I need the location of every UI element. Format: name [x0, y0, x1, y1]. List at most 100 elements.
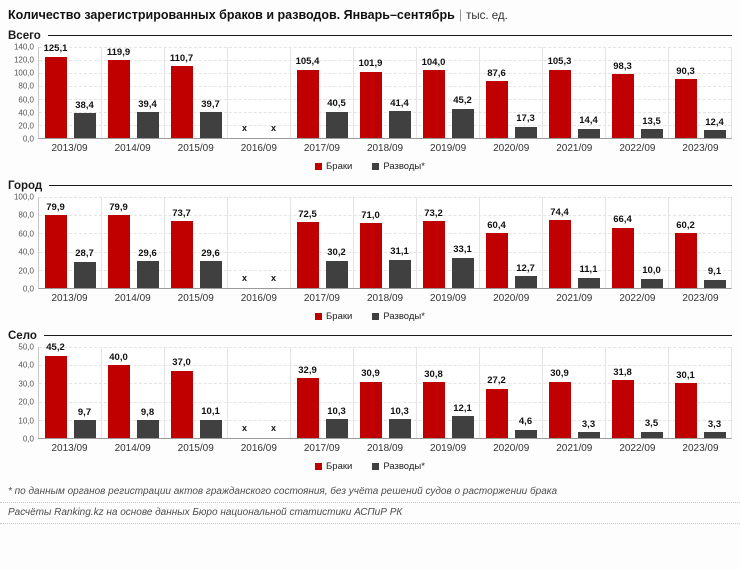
bar-value-label: 30,2 [327, 247, 346, 259]
gridline [39, 401, 731, 403]
y-tick-label: 100,0 [13, 192, 34, 202]
bar-value-label: 10,3 [390, 405, 409, 417]
legend-label-divorces: Разводы* [383, 161, 425, 172]
bar-value-label: 14,4 [579, 115, 598, 127]
source-text: Расчёты Ranking.kz на основе данных Бюро… [0, 503, 740, 524]
plot-area: 79,9 28,7 79,9 29,6 73,7 29,6 x x 72,5 30,2 71,0 31… [38, 197, 732, 289]
x-tick-label: 2020/09 [493, 293, 530, 304]
missing-data-marker: x [270, 123, 277, 133]
divorces-bar-slot: 3,3 [577, 347, 600, 438]
divorces-bar-slot: 29,6 [199, 197, 222, 288]
x-tick-label: 2021/09 [556, 443, 593, 454]
bar-value-label: 10,1 [201, 406, 220, 418]
bar-value-label: 125,1 [43, 43, 68, 55]
legend-label-marriages: Браки [326, 161, 353, 172]
divorces-bar-slot: 10,3 [325, 347, 348, 438]
y-tick-label: 10,0 [18, 416, 34, 426]
bar-value-label: 79,9 [46, 201, 65, 213]
bar-value-label: 13,5 [642, 115, 661, 127]
bar-value-label: 38,4 [75, 99, 94, 111]
x-tick-label: 2021/09 [556, 143, 593, 154]
marriages-bar-slot: 60,2 [674, 197, 697, 288]
legend-item-divorces: Разводы* [372, 161, 425, 172]
missing-data-marker: x [241, 273, 248, 283]
category-group-2022-09: 98,3 13,5 [605, 47, 668, 138]
divorces-swatch-icon [372, 463, 380, 470]
bar-divorces [577, 277, 600, 288]
category-group-2022-09: 31,8 3,5 [605, 347, 668, 438]
bar-marriages [359, 223, 382, 288]
plot-area: 125,1 38,4 119,9 39,4 110,7 39,7 x x 105,4 40,5 10… [38, 43, 732, 139]
panel-title-total: Всего [8, 29, 41, 42]
category-group-2023-09: 90,3 12,4 [668, 47, 731, 138]
marriages-bar-slot: 60,4 [485, 197, 508, 288]
bar-value-label: 32,9 [298, 364, 317, 376]
bar-value-label: 73,7 [172, 207, 191, 219]
x-tick-label: 2021/09 [556, 293, 593, 304]
bar-divorces [73, 420, 96, 438]
x-tick-label: 2013/09 [51, 143, 88, 154]
x-tick-label: 2014/09 [114, 443, 151, 454]
bar-divorces [640, 431, 663, 438]
legend-label-divorces: Разводы* [383, 461, 425, 472]
category-group-2018-09: 30,9 10,3 [353, 347, 416, 438]
category-group-2023-09: 30,1 3,3 [668, 347, 731, 438]
panel-header-rule [49, 185, 732, 186]
plot-area: 45,2 9,7 40,0 9,8 37,0 10,1 x x 32,9 10,3 30,9 10,3… [38, 342, 732, 439]
marriages-bar-slot: 90,3 [674, 47, 697, 138]
x-tick-label: 2016/09 [240, 443, 277, 454]
bar-marriages [422, 381, 445, 438]
bar-value-label: 31,1 [390, 246, 409, 258]
bar-marriages [359, 71, 382, 138]
category-group-2021-09: 105,3 14,4 [542, 47, 605, 138]
marriages-bar-slot: 30,9 [548, 347, 571, 438]
x-tick-label: 2023/09 [682, 143, 719, 154]
bar-marriages [107, 365, 130, 438]
x-tick-label: 2019/09 [430, 293, 467, 304]
marriages-bar-slot: 30,8 [422, 347, 445, 438]
legend-label-marriages: Браки [326, 461, 353, 472]
x-tick-label: 2020/09 [493, 443, 530, 454]
bar-value-label: 98,3 [613, 60, 632, 72]
bar-divorces [577, 432, 600, 438]
panel-header: Всего [8, 28, 732, 43]
panel-header-rule [43, 335, 732, 336]
bar-marriages [170, 66, 193, 138]
bar-value-label: 101,9 [358, 58, 383, 70]
bar-value-label: 30,9 [361, 368, 380, 380]
bar-value-label: 27,2 [487, 375, 506, 387]
gridline [39, 233, 731, 235]
footnote-text: * по данным органов регистрации актов гр… [0, 482, 740, 503]
gridline [39, 99, 731, 100]
divorces-bar-slot: 40,5 [325, 47, 348, 138]
divorces-bar-slot: 41,4 [388, 47, 411, 138]
x-tick-label: 2022/09 [619, 143, 656, 154]
bar-value-label: 119,9 [106, 46, 131, 58]
x-tick-label: 2014/09 [114, 293, 151, 304]
category-group-2021-09: 74,4 11,1 [542, 197, 605, 288]
chart-area-city: 100,0 80,0 60,0 40,0 20,0 0,0 79,9 28,7 79,9 29,… [8, 193, 732, 294]
bar-divorces [325, 111, 348, 138]
x-tick-label: 2022/09 [619, 293, 656, 304]
bar-marriages [296, 378, 319, 438]
bar-marriages [170, 220, 193, 288]
x-tick-label: 2013/09 [51, 443, 88, 454]
y-tick-label: 0,0 [22, 434, 34, 444]
y-tick-label: 140,0 [13, 42, 34, 52]
bar-value-label: 39,7 [201, 98, 220, 110]
gridline [39, 86, 731, 87]
bar-value-label: 10,3 [327, 405, 346, 417]
divorces-bar-slot: 38,4 [73, 47, 96, 138]
y-tick-label: 0,0 [22, 284, 34, 294]
marriages-bar-slot: 27,2 [485, 347, 508, 438]
divorces-bar-slot: x [263, 347, 285, 438]
category-group-2015-09: 37,0 10,1 [164, 347, 227, 438]
y-tick-label: 60,0 [18, 229, 34, 239]
category-group-2018-09: 71,0 31,1 [353, 197, 416, 288]
bar-divorces [703, 279, 726, 288]
category-group-2018-09: 101,9 41,4 [353, 47, 416, 138]
divorces-bar-slot: 14,4 [577, 47, 600, 138]
x-tick-label: 2019/09 [430, 143, 467, 154]
